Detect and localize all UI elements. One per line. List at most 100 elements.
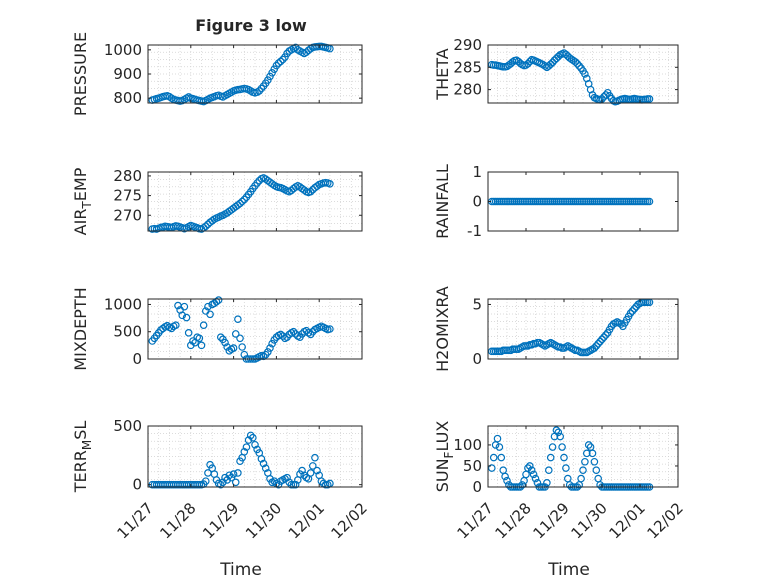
- data-point: [268, 339, 276, 348]
- data-point: [244, 436, 253, 444]
- data-point: [272, 61, 281, 70]
- data-point: [525, 57, 534, 66]
- data-point: [266, 344, 274, 352]
- y-tick-label: 0: [472, 478, 482, 496]
- data-point: [246, 431, 255, 440]
- y-tick-label: 5: [472, 295, 482, 313]
- y-tick-label: 280: [453, 81, 482, 99]
- y-ticks: 05: [472, 295, 678, 368]
- data-point: [584, 441, 593, 449]
- y-axis-label: THETA: [433, 48, 452, 100]
- y-tick-label: 1: [472, 163, 482, 181]
- data-series: [487, 49, 654, 106]
- x-ticks: [147, 426, 363, 487]
- data-series: [148, 431, 334, 489]
- data-point: [311, 453, 319, 462]
- data-point: [543, 478, 551, 487]
- y-axis-label-main: TERR: [71, 450, 90, 493]
- y-ticks: 0 500 1000: [104, 295, 362, 368]
- data-point: [579, 466, 587, 474]
- y-ticks: 0 50 100: [453, 436, 678, 496]
- data-series: [148, 174, 334, 233]
- axes-box: [147, 171, 363, 232]
- y-axis-label-subscript: M: [80, 440, 94, 450]
- data-point: [495, 443, 504, 451]
- data-point: [581, 457, 589, 466]
- y-tick-label: 500: [113, 417, 142, 435]
- y-tick-label: 1000: [104, 41, 142, 59]
- y-tick-label: 800: [113, 89, 142, 107]
- data-point: [548, 58, 557, 67]
- data-point: [216, 480, 225, 489]
- data-point: [573, 59, 582, 68]
- data-point: [225, 471, 234, 480]
- data-point: [180, 302, 189, 311]
- x-ticks: [147, 45, 363, 103]
- data-point: [279, 55, 287, 64]
- data-point: [206, 310, 214, 319]
- y-axis-label-subscript: F: [442, 451, 456, 458]
- data-point: [581, 70, 589, 78]
- axes-box: [147, 298, 363, 360]
- data-point: [219, 478, 227, 487]
- y-ticks: 0 500: [113, 417, 362, 494]
- data-point: [497, 453, 506, 462]
- data-point: [590, 457, 599, 466]
- data-point: [214, 296, 223, 304]
- data-point: [508, 58, 517, 66]
- data-point: [289, 480, 298, 489]
- y-tick-label: 1000: [104, 295, 142, 313]
- data-point: [289, 327, 298, 336]
- data-point: [172, 321, 180, 329]
- y-axis-label: TERRMSL: [71, 421, 94, 494]
- data-point: [501, 472, 509, 481]
- x-axis-label: Time: [219, 560, 262, 580]
- data-point: [201, 477, 210, 485]
- data-point: [558, 443, 566, 451]
- y-axis-label-rest: LUX: [433, 421, 452, 452]
- data-point: [255, 87, 264, 95]
- data-point: [552, 426, 561, 435]
- data-point: [249, 433, 257, 442]
- data-point: [259, 459, 268, 468]
- data-point: [548, 443, 557, 451]
- data-point: [588, 449, 597, 458]
- y-tick-label: 275: [113, 187, 142, 205]
- y-axis-label: SUNFLUX: [433, 421, 456, 493]
- x-ticks: [147, 172, 363, 231]
- data-point: [229, 344, 238, 352]
- data-point: [562, 464, 570, 472]
- data-point: [546, 453, 555, 462]
- data-point: [201, 222, 210, 231]
- x-ticks: [487, 426, 679, 487]
- data-point: [594, 339, 603, 348]
- data-point: [197, 341, 206, 350]
- data-point: [195, 480, 204, 489]
- data-point: [529, 470, 538, 479]
- y-axis-label: PRESSURE: [71, 32, 90, 116]
- data-point: [571, 58, 580, 66]
- y-tick-label: 0: [132, 476, 142, 494]
- data-point: [556, 432, 565, 441]
- data-point: [600, 92, 608, 101]
- data-point: [240, 350, 249, 359]
- data-point: [601, 331, 610, 339]
- data-point: [231, 330, 240, 338]
- data-point: [645, 95, 654, 103]
- data-point: [306, 469, 315, 477]
- data-point: [221, 338, 229, 347]
- data-point: [645, 197, 654, 206]
- data-point: [493, 434, 502, 443]
- data-point: [285, 478, 294, 487]
- data-point: [234, 469, 242, 477]
- y-axis-label: AIRTEMP: [71, 167, 94, 235]
- y-tick-label: 0: [472, 350, 482, 368]
- axes-box: [147, 425, 363, 488]
- subplot-mixdepth: 0 500 1000 MIXDEPTH: [71, 287, 363, 371]
- data-point: [560, 453, 568, 462]
- figure-title: Figure 3 low: [195, 16, 307, 35]
